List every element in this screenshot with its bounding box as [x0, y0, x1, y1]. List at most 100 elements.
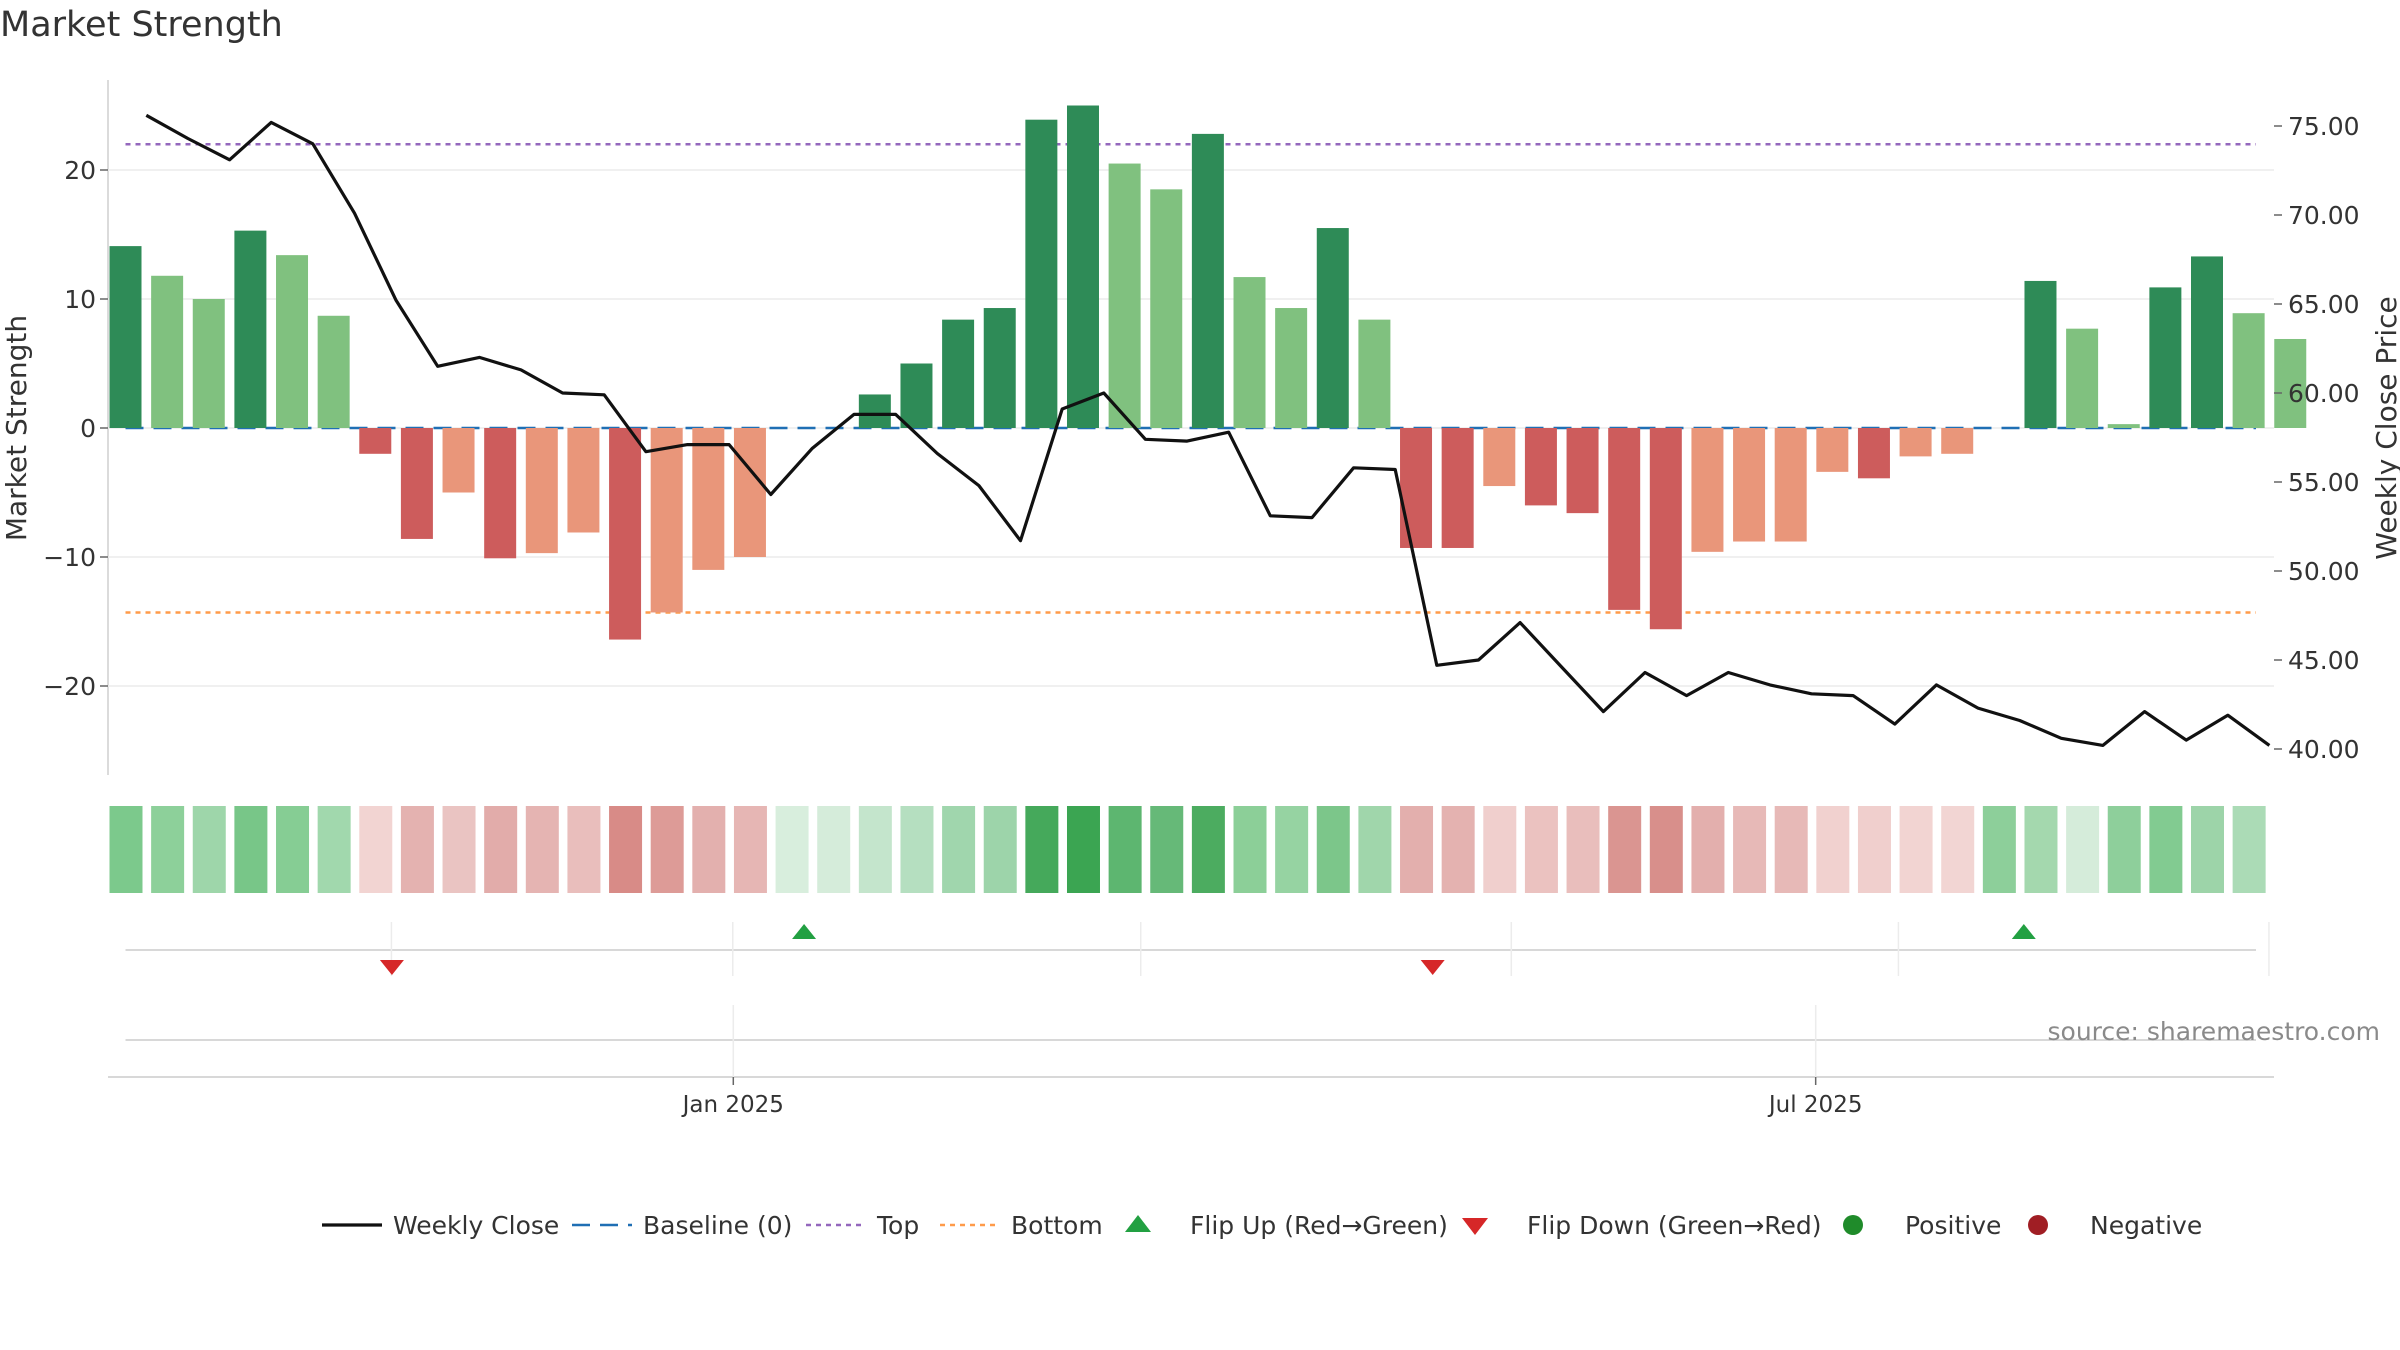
legend-item: Bottom: [940, 1211, 1103, 1240]
strength-bar: [1691, 428, 1724, 552]
band-cell: [1358, 806, 1392, 893]
strength-bar: [1608, 428, 1641, 610]
left-tick-label: −10: [43, 543, 96, 572]
strength-bar: [1483, 428, 1516, 487]
strength-bar: [2107, 424, 2140, 428]
strength-bar: [1566, 428, 1599, 514]
band-cell: [2232, 806, 2266, 893]
x-tick-label: Jul 2025: [1767, 1092, 1863, 1118]
band-cell: [1275, 806, 1309, 893]
band-cell: [1025, 806, 1059, 893]
band-cell: [858, 806, 892, 893]
strength-bar: [2024, 280, 2057, 428]
band-cell: [2066, 806, 2100, 893]
legend-swatch-flip-up: [1125, 1215, 1151, 1232]
strength-bar: [2149, 287, 2182, 428]
band-cell: [276, 806, 310, 893]
right-axis: 75.00 70.00 65.00 60.00 55.00 50.00 45.00 40.00: [2274, 112, 2360, 764]
left-tick-label: −20: [43, 672, 96, 701]
strength-bar: [942, 319, 975, 428]
band-cell: [1774, 806, 1808, 893]
legend-item: Flip Down (Green→Red): [1462, 1211, 1822, 1240]
flip-markers: [125, 922, 2270, 976]
band-cell: [1816, 806, 1850, 893]
band-cell: [1400, 806, 1434, 893]
left-tick-label: 20: [64, 156, 96, 185]
legend-label: Flip Down (Green→Red): [1527, 1211, 1822, 1240]
band-cell: [359, 806, 393, 893]
band-cell: [1733, 806, 1767, 893]
band-cell: [1566, 806, 1600, 893]
strength-bar: [1899, 428, 1932, 457]
band-cell: [1191, 806, 1225, 893]
legend-item: Baseline (0): [572, 1211, 792, 1240]
strength-bar: [2191, 256, 2223, 428]
strength-bar: [1358, 319, 1391, 428]
legend-label: Positive: [1905, 1211, 2001, 1240]
legend-swatch-flip-down: [1462, 1218, 1488, 1235]
x-axis: Jan 2025 Jul 2025: [108, 1005, 2274, 1118]
strength-bar: [484, 428, 517, 559]
band-cell: [1941, 806, 1975, 893]
strength-bar: [442, 428, 475, 493]
band-cell: [650, 806, 684, 893]
legend-item: Weekly Close: [322, 1211, 559, 1240]
legend-swatch-negative: [2028, 1215, 2048, 1235]
strength-bar: [1316, 228, 1349, 428]
band-cell: [1233, 806, 1267, 893]
strength-bar: [525, 428, 558, 554]
left-tick-label: 10: [64, 285, 96, 314]
band-cell: [2149, 806, 2183, 893]
source-note: source: sharemaestro.com: [2048, 1017, 2381, 1046]
strength-bar: [858, 394, 891, 428]
strength-bar: [1108, 163, 1141, 429]
heat-band: [109, 806, 2266, 893]
strength-bar: [900, 363, 933, 428]
left-axis: 20 10 0 −10 −20: [43, 156, 108, 701]
y-axis-label-right: Weekly Close Price: [2370, 296, 2400, 559]
right-tick-label: 60.00: [2288, 379, 2360, 408]
band-cell: [151, 806, 185, 893]
band-cell: [817, 806, 851, 893]
flip-up-marker: [2011, 924, 2036, 939]
flip-down-marker: [1420, 960, 1445, 975]
band-cell: [2107, 806, 2141, 893]
strength-bar: [1649, 428, 1682, 630]
y-axis-label-left: Market Strength: [0, 315, 33, 541]
legend-item: Top: [806, 1211, 919, 1240]
band-cell: [1982, 806, 2016, 893]
right-tick-label: 70.00: [2288, 201, 2360, 230]
strength-bar: [1857, 428, 1890, 479]
strength-bar: [609, 428, 642, 640]
strength-bar: [276, 255, 309, 428]
right-tick-label: 55.00: [2288, 468, 2360, 497]
flip-down-marker: [379, 960, 404, 975]
strength-bar: [1191, 133, 1224, 428]
band-cell: [1108, 806, 1142, 893]
band-cell: [1150, 806, 1184, 893]
band-cell: [1524, 806, 1558, 893]
band-cell: [1483, 806, 1517, 893]
weekly-close-line: [145, 113, 2271, 748]
legend-label: Weekly Close: [393, 1211, 559, 1240]
strength-bar: [1275, 308, 1308, 428]
strength-bar: [359, 428, 392, 454]
strength-bar: [234, 230, 267, 428]
band-cell: [900, 806, 934, 893]
band-cell: [400, 806, 434, 893]
strength-bar: [1066, 105, 1099, 428]
chart-title: Market Strength: [0, 5, 283, 45]
band-cell: [692, 806, 726, 893]
strength-bar: [109, 246, 142, 428]
legend: Weekly Close Baseline (0) Top Bottom Flip Up…: [322, 1211, 2202, 1240]
right-tick-label: 50.00: [2288, 557, 2360, 586]
right-tick-label: 75.00: [2288, 112, 2360, 141]
band-cell: [733, 806, 767, 893]
band-cell: [775, 806, 809, 893]
flip-up-marker: [792, 924, 817, 939]
right-tick-label: 65.00: [2288, 290, 2360, 319]
strength-bar: [151, 275, 184, 428]
strength-bar: [1733, 428, 1766, 542]
